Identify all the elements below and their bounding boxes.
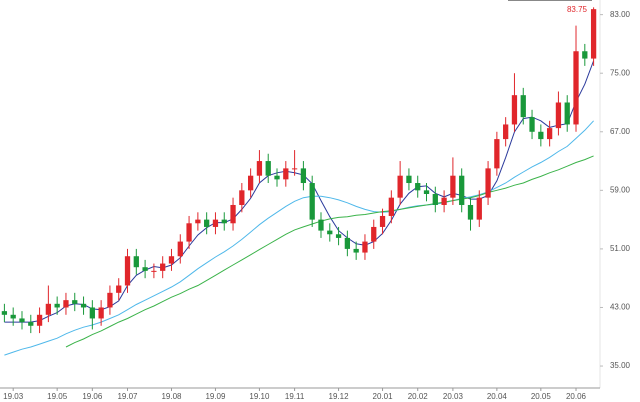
candle-body: [327, 230, 333, 235]
candle-body: [54, 303, 60, 308]
candle-body: [28, 322, 34, 326]
candle-body: [133, 256, 139, 268]
candle-body: [415, 183, 421, 191]
candle-body: [283, 168, 289, 180]
x-tick-label: 19.12: [329, 392, 350, 401]
candle-body: [221, 219, 227, 224]
candle-body: [441, 197, 447, 205]
x-tick-label: 19.10: [249, 392, 270, 401]
candle-body: [300, 168, 307, 184]
candle-body: [423, 190, 430, 194]
candle-body: [450, 175, 456, 198]
candle-body: [467, 204, 474, 220]
candle-body: [239, 190, 245, 205]
candle-body: [555, 102, 562, 129]
annotation: 83.75: [567, 5, 588, 14]
candle-body: [291, 168, 298, 170]
candle-body: [503, 124, 509, 140]
y-tick-label: 75.00: [610, 68, 631, 77]
candle-body: [590, 9, 597, 59]
candle-body: [459, 175, 465, 205]
x-tick-label: 20.01: [373, 392, 394, 401]
y-tick-label: 43.00: [610, 303, 631, 312]
x-tick-label: 20.04: [487, 392, 508, 401]
candle-body: [582, 51, 588, 59]
candle-body: [538, 131, 544, 140]
candle-body: [265, 161, 271, 176]
candle-body: [204, 219, 210, 227]
candle-body: [247, 175, 254, 191]
candle-body: [388, 197, 394, 216]
candle-body: [573, 51, 579, 125]
candle-body: [80, 303, 87, 308]
candle-body: [371, 226, 377, 242]
candle-body: [406, 175, 412, 184]
y-tick-label: 83.00: [610, 10, 631, 19]
y-tick-label: 51.00: [610, 244, 631, 253]
candle-body: [344, 237, 351, 249]
moving-average-line: [65, 155, 594, 348]
x-tick-label: 19.05: [47, 392, 68, 401]
candle-body: [177, 241, 183, 257]
candle-body: [362, 241, 368, 253]
candle-body: [186, 223, 192, 242]
candle-body: [36, 314, 43, 326]
candle-body: [151, 270, 157, 272]
candle-body: [124, 256, 131, 286]
x-tick-label: 19.07: [117, 392, 138, 401]
candle-body: [353, 248, 359, 253]
candle-body: [1, 311, 8, 315]
candle-body: [485, 168, 491, 198]
candle-body: [397, 175, 403, 198]
moving-average-line: [4, 120, 594, 356]
candle-body: [476, 197, 482, 220]
x-tick-label: 19.09: [205, 392, 226, 401]
x-tick-label: 19.08: [161, 392, 182, 401]
y-tick-label: 59.00: [610, 185, 631, 194]
x-tick-label: 19.03: [3, 392, 24, 401]
candle-body: [256, 161, 263, 176]
candle-body: [529, 117, 535, 132]
candle-body: [63, 300, 69, 308]
x-tick-label: 19.06: [82, 392, 103, 401]
candle-body: [494, 139, 500, 169]
x-tick-label: 20.05: [531, 392, 552, 401]
candle-body: [511, 95, 518, 125]
candle-body: [379, 215, 386, 227]
x-tick-label: 20.06: [566, 392, 587, 401]
candle-body: [160, 263, 166, 271]
candle-body: [195, 219, 201, 224]
candle-body: [546, 128, 553, 140]
candle-body: [230, 204, 236, 224]
y-tick-label: 67.00: [610, 127, 631, 136]
candle-body: [10, 314, 16, 319]
candle-body: [45, 303, 52, 315]
x-tick-label: 20.03: [443, 392, 464, 401]
candle-body: [19, 318, 25, 323]
candle-body: [520, 95, 526, 118]
candle-body: [168, 256, 175, 264]
candle-body: [107, 292, 113, 308]
candle-body: [98, 307, 104, 319]
candle-body: [432, 194, 438, 205]
candle-body: [564, 102, 570, 125]
candle-body: [274, 175, 280, 180]
x-tick-label: 19.11: [285, 392, 305, 401]
candle-body: [309, 183, 315, 220]
candle-body: [335, 234, 342, 238]
candle-body: [89, 307, 95, 319]
candle-body: [72, 300, 78, 304]
y-tick-label: 35.00: [610, 361, 631, 370]
candle-body: [116, 285, 122, 293]
candle-body: [212, 219, 219, 227]
x-tick-label: 20.02: [408, 392, 429, 401]
candle-body: [318, 219, 324, 231]
candle-body: [142, 267, 148, 271]
